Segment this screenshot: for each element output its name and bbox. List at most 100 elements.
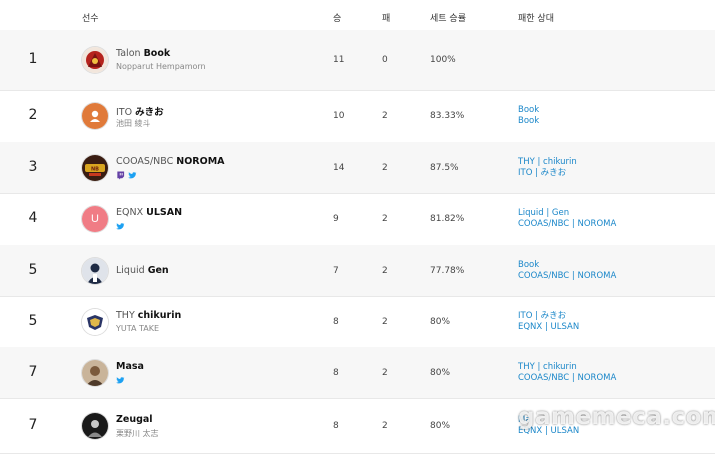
defeated-by-list: Liquid | Gen COOAS/NBC | NOROMA <box>518 208 616 230</box>
twitter-icon[interactable] <box>116 376 128 395</box>
player-real-name: YUTA TAKE <box>116 324 160 333</box>
rank: 2 <box>28 107 38 123</box>
set-winrate: 80% <box>430 368 451 378</box>
player-avatar[interactable] <box>82 413 108 439</box>
table-row: 3 NB COOAS/NBC NOROMA 14 2 87.5% THY | chikuri… <box>0 142 715 194</box>
player-avatar[interactable] <box>82 360 108 386</box>
wins: 11 <box>333 55 345 65</box>
player-avatar[interactable] <box>82 47 108 73</box>
table-header: 선수 승 패 세트 승률 패한 상대 <box>0 0 715 31</box>
defeated-by-list: ITO | みきお EQNX | ULSAN <box>518 311 579 333</box>
defeated-by-link[interactable]: ITO | みきお <box>518 168 567 178</box>
defeated-by-list: Book COOAS/NBC | NOROMA <box>518 260 616 282</box>
set-winrate: 81.82% <box>430 214 465 224</box>
player-handle[interactable]: Gen <box>147 265 169 276</box>
defeated-by-link[interactable]: Book <box>518 260 540 270</box>
wins: 14 <box>333 163 345 173</box>
defeated-by-link[interactable]: ITO | みきお <box>518 311 567 321</box>
defeated-by-link[interactable]: EQNX | ULSAN <box>518 322 580 332</box>
table-row: 4 U EQNX ULSAN 9 2 81.82% Liquid | Gen COOAS/NB… <box>0 193 715 246</box>
team-tag: Talon <box>116 48 141 59</box>
rank: 1 <box>28 51 38 67</box>
player-handle[interactable]: みきお <box>135 107 164 118</box>
header-player: 선수 <box>82 14 99 24</box>
losses: 2 <box>382 163 388 173</box>
player-name[interactable]: THY chikurin <box>116 310 181 321</box>
player-real-name: 栗野川 太志 <box>116 429 159 438</box>
twitch-icon[interactable] <box>116 171 128 190</box>
wins: 8 <box>333 421 339 431</box>
player-name[interactable]: ITO みきお <box>116 104 164 118</box>
player-handle[interactable]: ULSAN <box>146 207 183 218</box>
losses: 2 <box>382 214 388 224</box>
player-handle[interactable]: chikurin <box>137 310 182 321</box>
player-name[interactable]: Zeugal <box>116 414 153 425</box>
defeated-by-link[interactable]: COOAS/NBC | NOROMA <box>518 219 617 229</box>
set-winrate: 87.5% <box>430 163 459 173</box>
team-tag: THY <box>116 310 135 321</box>
losses: 0 <box>382 55 388 65</box>
table-row: 5 Liquid Gen 7 2 77.78% Book COOAS/NBC | NOROM… <box>0 245 715 297</box>
defeated-by-link[interactable]: THY | chikurin <box>518 362 577 372</box>
defeated-by-link[interactable]: Book <box>518 116 540 126</box>
defeated-by-link[interactable]: EQNX | ULSAN <box>518 426 580 436</box>
defeated-by-list: Book Book <box>518 105 539 127</box>
rank: 7 <box>28 417 38 433</box>
social-links <box>116 376 128 385</box>
team-tag: Liquid <box>116 265 145 276</box>
defeated-by-list: THY | chikurin ITO | みきお <box>518 157 577 179</box>
player-avatar[interactable] <box>82 103 108 129</box>
losses: 2 <box>382 317 388 327</box>
player-avatar[interactable] <box>82 309 108 335</box>
avatar-letter: U <box>91 213 99 225</box>
player-real-name: Nopparut Hempamorn <box>116 62 206 71</box>
losses: 2 <box>382 266 388 276</box>
defeated-by-list: Ma EQNX | ULSAN <box>518 415 579 437</box>
defeated-by-link[interactable]: Ma <box>518 415 531 425</box>
player-name[interactable]: Liquid Gen <box>116 265 169 276</box>
watermark: gamemeca.com <box>518 404 715 430</box>
defeated-by-link[interactable]: Book <box>518 105 540 115</box>
twitter-icon[interactable] <box>116 222 128 241</box>
svg-text:NB: NB <box>91 167 99 173</box>
set-winrate: 80% <box>430 421 451 431</box>
social-links <box>116 222 128 231</box>
losses: 2 <box>382 111 388 121</box>
rank: 4 <box>28 210 38 226</box>
table-row: 7 Masa 8 2 80% THY | chikurin COOAS/NBC | NORO… <box>0 347 715 399</box>
defeated-by-link[interactable]: Liquid | Gen <box>518 208 570 218</box>
social-links <box>116 171 140 180</box>
rank: 5 <box>28 262 38 278</box>
defeated-by-list: THY | chikurin COOAS/NBC | NOROMA <box>518 362 616 384</box>
header-defeated-by: 패한 상대 <box>518 14 554 24</box>
header-set-winrate: 세트 승률 <box>430 14 466 24</box>
set-winrate: 100% <box>430 55 456 65</box>
player-avatar[interactable]: U <box>82 206 108 232</box>
player-handle[interactable]: NOROMA <box>176 156 225 167</box>
player-name[interactable]: COOAS/NBC NOROMA <box>116 156 225 167</box>
player-name[interactable]: EQNX ULSAN <box>116 207 182 218</box>
player-name[interactable]: Masa <box>116 361 144 372</box>
player-handle[interactable]: Book <box>143 48 171 59</box>
player-avatar[interactable]: NB <box>82 155 108 181</box>
defeated-by-link[interactable]: COOAS/NBC | NOROMA <box>518 271 617 281</box>
table-row: 5 THY chikurin YUTA TAKE 8 2 80% ITO | みきお EQNX… <box>0 296 715 348</box>
defeated-by-link[interactable]: THY | chikurin <box>518 157 577 167</box>
twitter-icon[interactable] <box>128 171 140 190</box>
player-name[interactable]: Talon Book <box>116 48 170 59</box>
header-wins: 승 <box>333 14 342 24</box>
set-winrate: 77.78% <box>430 266 465 276</box>
rank: 3 <box>28 159 38 175</box>
wins: 9 <box>333 214 339 224</box>
wins: 7 <box>333 266 339 276</box>
wins: 10 <box>333 111 345 121</box>
player-handle[interactable]: Zeugal <box>116 414 153 425</box>
rank: 5 <box>28 313 38 329</box>
player-real-name: 池田 綾斗 <box>116 119 151 128</box>
team-tag: ITO <box>116 107 133 118</box>
rank: 7 <box>28 364 38 380</box>
player-avatar[interactable] <box>82 258 108 284</box>
player-handle[interactable]: Masa <box>116 361 144 372</box>
defeated-by-link[interactable]: COOAS/NBC | NOROMA <box>518 373 617 383</box>
